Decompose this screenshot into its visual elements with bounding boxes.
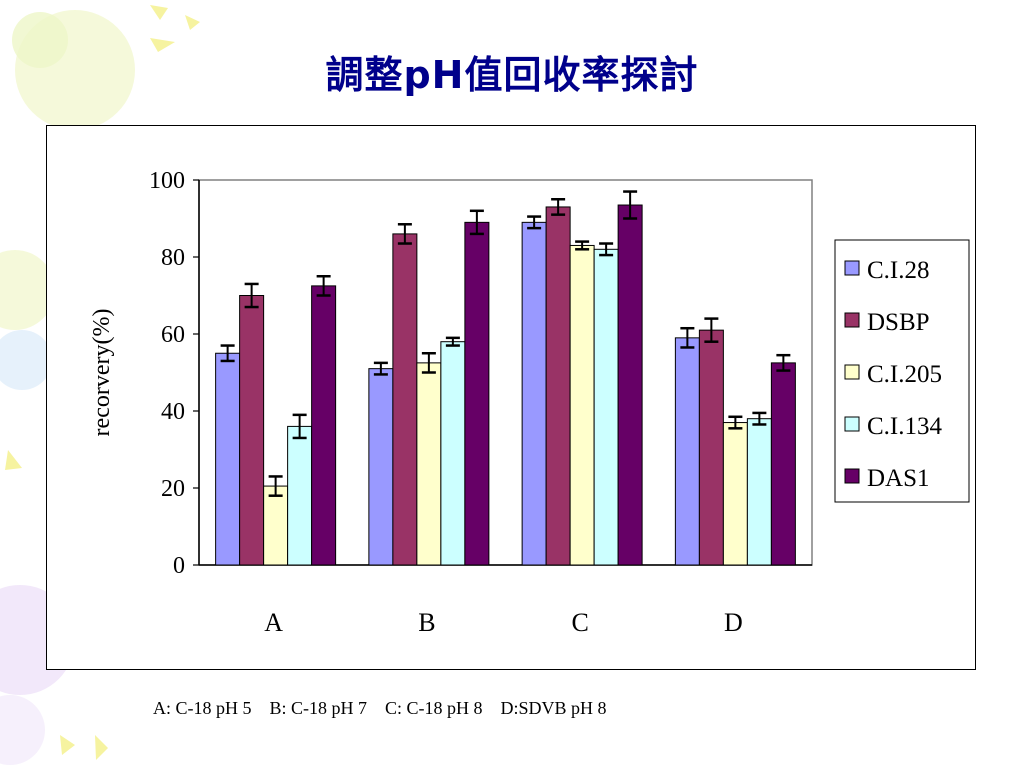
slide-title: 調整pH值回收率探討 — [325, 53, 699, 97]
bar-B-DSBP — [392, 233, 418, 566]
x-category-label: B — [418, 608, 435, 637]
bar-D-DSBP — [698, 329, 724, 566]
bar-C-C.I.134 — [593, 248, 619, 566]
legend-swatch — [844, 468, 860, 484]
legend-entry: C.I.134 — [867, 413, 943, 440]
y-tick-label: 100 — [149, 168, 185, 194]
legend-swatch — [844, 416, 860, 432]
chart-frame: 0 20 40 60 80 100 recorvery(%) A B C D C.I.28 DSBP C.… — [46, 125, 976, 670]
bar-D-DAS1 — [770, 362, 796, 566]
legend-entry: C.I.28 — [867, 257, 930, 284]
bar-B-DAS1 — [464, 221, 490, 566]
y-tick-label: 60 — [161, 322, 185, 348]
bar-C-DSBP — [545, 206, 571, 566]
bar-C-C.I.28 — [521, 221, 547, 566]
bar-B-C.I.28 — [368, 368, 394, 566]
bar-C-DAS1 — [617, 204, 643, 566]
bar-B-C.I.205 — [416, 362, 442, 566]
bar-C-C.I.205 — [569, 244, 595, 566]
bar-A-C.I.205 — [263, 485, 289, 566]
legend-entry: DAS1 — [867, 465, 930, 492]
bar-D-C.I.28 — [674, 337, 700, 566]
condition-caption: A: C-18 pH 5 B: C-18 pH 7 C: C-18 pH 8 D… — [153, 698, 607, 718]
y-tick-label: 80 — [161, 245, 185, 271]
legend-swatch — [844, 364, 860, 380]
bar-A-C.I.134 — [287, 425, 313, 566]
y-tick-label: 20 — [161, 476, 185, 502]
x-category-label: C — [571, 608, 588, 637]
bar-A-C.I.28 — [215, 352, 241, 566]
bar-chart: 0 20 40 60 80 100 recorvery(%) A B C D C.I.28 DSBP C.… — [89, 168, 970, 637]
bar-B-C.I.134 — [440, 341, 466, 566]
y-tick-label: 40 — [161, 399, 185, 425]
y-tick-label: 0 — [173, 553, 185, 579]
x-category-label: D — [724, 608, 743, 637]
legend-swatch — [844, 312, 860, 328]
bar-D-C.I.205 — [722, 422, 748, 566]
legend-swatch — [844, 260, 860, 276]
bar-A-DSBP — [239, 295, 265, 566]
legend-entry: C.I.205 — [867, 361, 942, 388]
bar-D-C.I.134 — [746, 418, 772, 566]
legend-entry: DSBP — [867, 309, 930, 336]
y-axis-label: recorvery(%) — [89, 309, 115, 437]
x-category-label: A — [264, 608, 283, 637]
bar-A-DAS1 — [311, 285, 337, 566]
